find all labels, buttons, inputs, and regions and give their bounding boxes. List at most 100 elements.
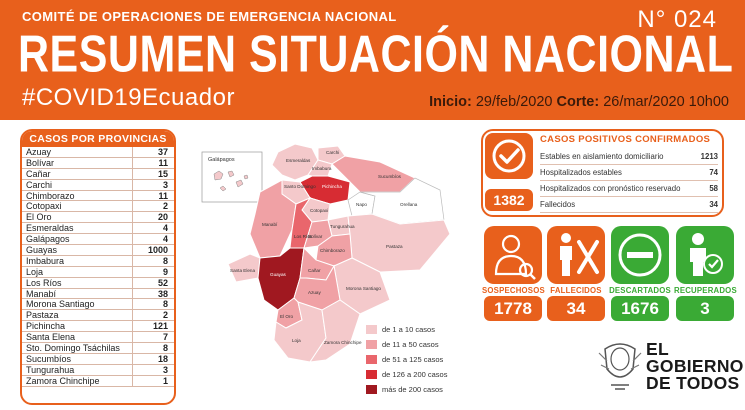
province-name: Zamora Chinchipe — [26, 375, 100, 386]
province-value: 121 — [132, 321, 174, 331]
legend-label: de 1 a 10 casos — [382, 325, 435, 334]
table-row: Carchi 3 — [22, 179, 174, 191]
stat-value: 1778 — [484, 296, 542, 321]
table-row: Loja 9 — [22, 266, 174, 278]
province-value: 7 — [132, 332, 174, 342]
province-value: 15 — [132, 168, 174, 179]
stat-label: DESCARTADOS — [609, 286, 671, 295]
table-row: Zamora Chinchipe 1 — [22, 375, 174, 387]
doctor-icon — [484, 226, 542, 284]
table-row: El Oro 20 — [22, 212, 174, 224]
gov-line-2: GOBIERNO — [646, 356, 744, 376]
header-banner: COMITÉ DE OPERACIONES DE EMERGENCIA NACI… — [0, 0, 745, 120]
legend-item: más de 200 casos — [366, 382, 447, 397]
label-guayas: Guayas — [270, 272, 287, 277]
confirmed-row-label: Hospitalizados estables — [540, 168, 622, 177]
province-value: 1 — [132, 375, 174, 386]
province-value: 11 — [132, 157, 174, 168]
legend-swatch — [366, 325, 377, 334]
table-row: Guayas 1000 — [22, 245, 174, 256]
table-row: Azuay 37 — [22, 147, 174, 158]
stat-value: 3 — [676, 296, 734, 321]
province-name: Chimborazo — [26, 190, 75, 201]
province-name: Bolívar — [26, 157, 55, 168]
province-value: 9 — [132, 266, 174, 277]
start-value: 29/feb/2020 — [475, 94, 553, 110]
deceased-icon — [547, 226, 605, 284]
province-name: Santa Elena — [26, 332, 76, 343]
date-range: Inicio: 29/feb/2020 Corte: 26/mar/2020 1… — [429, 94, 729, 110]
label-sucumbios: Sucumbíos — [378, 174, 402, 179]
legend-label: de 51 a 125 casos — [382, 355, 444, 364]
province-name: Cotopaxi — [26, 201, 62, 212]
label-chimborazo: Chimborazo — [320, 248, 345, 253]
label-cotopaxi: Cotopaxi — [310, 208, 328, 213]
table-row: Imbabura 8 — [22, 255, 174, 267]
province-value: 11 — [132, 190, 174, 201]
label-napo: Napo — [356, 202, 367, 207]
province-name: Guayas — [26, 245, 58, 255]
province-value: 4 — [132, 234, 174, 244]
stat-label: FALLECIDOS — [550, 286, 602, 295]
table-row: Sto. Domingo Tsáchilas 8 — [22, 343, 174, 354]
page-title: RESUMEN SITUACIÓN NACIONAL — [18, 26, 734, 84]
province-value: 3 — [132, 179, 174, 190]
label-carchi: Carchi — [326, 150, 339, 155]
gov-line-3: DE TODOS — [646, 373, 740, 393]
confirmed-row-value: 34 — [709, 200, 718, 209]
galapagos-inset: Galápagos — [201, 151, 263, 203]
confirmed-row-value: 58 — [709, 184, 718, 193]
label-bolivar: Bolívar — [308, 234, 323, 239]
province-name: Carchi — [26, 179, 53, 190]
gov-line-1: EL — [646, 339, 669, 359]
provinces-title: CASOS POR PROVINCIAS — [22, 131, 174, 147]
label-pastaza: Pastaza — [386, 244, 403, 249]
label-zamora: Zamora Chinchipe — [324, 340, 362, 345]
map-legend: de 1 a 10 casos de 11 a 50 casos de 51 a 1… — [366, 322, 447, 397]
province-name: Esmeraldas — [26, 223, 74, 234]
province-manabi — [249, 179, 297, 259]
label-santa-elena: Santa Elena — [230, 268, 255, 273]
province-name: Loja — [26, 266, 44, 277]
legend-swatch — [366, 370, 377, 379]
province-name: Manabí — [26, 288, 57, 299]
table-row: Cañar 15 — [22, 168, 174, 180]
recovered-icon — [676, 226, 734, 284]
label-loja: Loja — [292, 338, 301, 343]
confirmed-row: Fallecidos 34 — [540, 198, 718, 213]
legend-swatch — [366, 340, 377, 349]
table-row: Los Ríos 52 — [22, 277, 174, 289]
province-value: 37 — [132, 147, 174, 157]
stat-value: 34 — [547, 296, 605, 321]
label-manabi: Manabí — [262, 222, 278, 227]
galapagos-label: Galápagos — [208, 157, 235, 163]
legend-item: de 51 a 125 casos — [366, 352, 447, 367]
province-value: 2 — [132, 310, 174, 320]
province-value: 8 — [132, 343, 174, 353]
confirmed-title: CASOS POSITIVOS CONFIRMADOS — [540, 134, 711, 145]
label-tungurahua: Tungurahua — [330, 224, 355, 229]
table-row: Pichincha 121 — [22, 321, 174, 333]
table-row: Galápagos 4 — [22, 234, 174, 246]
province-name: Sto. Domingo Tsáchilas — [26, 343, 120, 353]
ecuador-map: Galápagos Esmeraldas Carchi Imbabura Pic… — [201, 143, 451, 363]
label-esmeraldas: Esmeraldas — [286, 158, 311, 163]
legend-item: de 11 a 50 casos — [366, 337, 447, 352]
province-name: Pastaza — [26, 310, 59, 321]
province-name: Morona Santiago — [26, 299, 95, 310]
province-value: 1000 — [132, 245, 174, 255]
province-name: Azuay — [26, 147, 52, 157]
cut-value: 26/mar/2020 10h00 — [603, 94, 729, 110]
province-value: 20 — [132, 212, 174, 222]
table-row: Tungurahua 3 — [22, 364, 174, 376]
province-value: 3 — [132, 364, 174, 375]
label-orellana: Orellana — [400, 202, 418, 207]
province-name: El Oro — [26, 212, 52, 223]
table-row: Morona Santiago 8 — [22, 299, 174, 311]
province-value: 2 — [132, 201, 174, 211]
province-value: 8 — [132, 255, 174, 266]
label-imbabura: Imbabura — [312, 166, 332, 171]
province-zamora — [308, 299, 361, 363]
province-name: Cañar — [26, 168, 51, 179]
discarded-icon — [611, 226, 669, 284]
